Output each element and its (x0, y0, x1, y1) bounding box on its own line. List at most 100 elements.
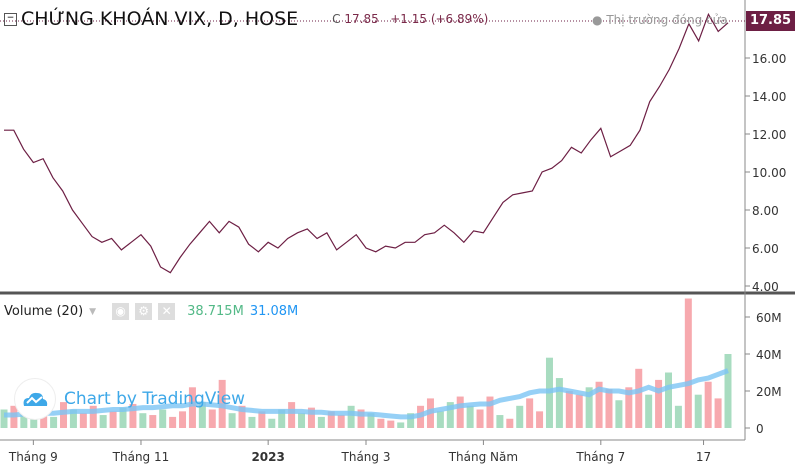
volume-bar (169, 416, 177, 428)
tradingview-watermark[interactable]: Chart by TradingView (14, 378, 245, 420)
volume-bar (526, 398, 534, 428)
volume-bar (288, 402, 296, 428)
volume-bar (694, 394, 702, 428)
volume-bar (476, 409, 484, 428)
volume-bar (555, 378, 563, 428)
ohlc-readout: C 17.85 +1.15 (+6.89%) (332, 12, 488, 26)
volume-bar (50, 416, 58, 428)
symbol-title[interactable]: CHỨNG KHOÁN VIX, D, HOSE (21, 8, 299, 30)
volume-bar (446, 402, 454, 428)
price-tick-label: 14.00 (752, 90, 786, 104)
price-tick-label: 16.00 (752, 52, 786, 66)
gear-icon[interactable]: ⚙ (135, 303, 153, 320)
volume-bar (258, 411, 266, 428)
volume-bar (536, 411, 544, 428)
price-tick-label: 6.00 (752, 242, 779, 256)
volume-bar (674, 405, 682, 428)
chart-header: − CHỨNG KHOÁN VIX, D, HOSE C 17.85 +1.15… (4, 8, 488, 30)
close-label: C (332, 12, 341, 26)
volume-bar (30, 413, 38, 428)
volume-bar (714, 398, 722, 428)
volume-bar (89, 405, 97, 428)
volume-bar (436, 411, 444, 428)
volume-bar (268, 418, 276, 428)
volume-tick-label: 40M (756, 348, 782, 362)
volume-bar (79, 413, 87, 428)
volume-bar (387, 420, 395, 428)
tradingview-logo-icon (14, 378, 56, 420)
volume-bar (298, 413, 306, 428)
volume-bar (664, 372, 672, 428)
volume-title[interactable]: Volume (20) (4, 304, 84, 319)
volume-ma-value: 31.08M (249, 304, 299, 319)
volume-bar (20, 411, 28, 428)
volume-bar (248, 416, 256, 428)
volume-bar (129, 403, 137, 428)
volume-bar (724, 354, 732, 428)
volume-bar (595, 381, 603, 428)
volume-tick-label: 20M (756, 385, 782, 399)
volume-bar (228, 413, 236, 428)
time-tick-label: 17 (696, 450, 711, 464)
volume-value: 38.715M (187, 304, 244, 319)
chevron-down-icon[interactable]: ▼ (89, 306, 97, 317)
time-tick-label: Tháng Năm (448, 450, 518, 464)
volume-bar (347, 405, 355, 428)
volume-bar (377, 418, 385, 428)
watermark-text: Chart by TradingView (64, 389, 246, 409)
change-value: +1.15 (390, 12, 427, 26)
volume-bar (407, 413, 415, 428)
market-status-text: Thị trường đóng cửa (606, 13, 728, 27)
volume-bar (337, 415, 345, 428)
volume-bar (357, 409, 365, 428)
volume-bar (456, 396, 464, 428)
price-tick-label: 10.00 (752, 166, 786, 180)
price-tick-label: 4.00 (752, 280, 779, 294)
volume-ma-line (4, 368, 729, 420)
volume-tick-label: 60M (756, 311, 782, 325)
volume-bar (704, 381, 712, 428)
volume-bar (139, 413, 147, 428)
volume-bar (119, 407, 127, 428)
volume-bar (645, 394, 653, 428)
volume-tick-label: 0 (756, 422, 764, 436)
volume-bar (516, 405, 524, 428)
volume-bar (99, 415, 107, 428)
volume-bar (60, 402, 68, 428)
volume-bar (208, 409, 216, 428)
volume-bar (179, 411, 187, 428)
volume-bar (188, 387, 196, 428)
volume-bar (615, 400, 623, 428)
change-pct: (+6.89%) (430, 12, 489, 26)
time-tick-label: 2023 (251, 450, 284, 464)
eye-icon[interactable]: ◉ (112, 303, 130, 320)
close-icon[interactable]: ✕ (158, 303, 176, 320)
collapse-icon[interactable]: − (4, 12, 17, 26)
volume-bar (397, 422, 405, 428)
volume-legend: Volume (20) ▼ ◉ ⚙ ✕ 38.715M 31.08M (4, 303, 298, 320)
last-price-tag: 17.85 (746, 11, 795, 31)
price-tick-label: 12.00 (752, 128, 786, 142)
volume-bar (0, 409, 8, 428)
status-dot-icon: ● (592, 13, 603, 27)
time-tick-label: Tháng 3 (341, 450, 391, 464)
volume-bar (198, 402, 206, 428)
volume-bar (317, 416, 325, 428)
volume-bar (367, 413, 375, 428)
volume-bar (625, 387, 633, 428)
time-tick-label: Tháng 7 (575, 450, 625, 464)
volume-bar (307, 407, 315, 428)
volume-bar (159, 409, 167, 428)
volume-bar (327, 411, 335, 428)
volume-bar (466, 405, 474, 428)
volume-bar (149, 415, 157, 428)
volume-bar (635, 368, 643, 428)
volume-bar (69, 409, 77, 428)
volume-bar (486, 396, 494, 428)
volume-bar (238, 405, 246, 428)
volume-bar (278, 409, 286, 428)
market-status: ● Thị trường đóng cửa (592, 13, 728, 27)
volume-bar (575, 394, 583, 428)
